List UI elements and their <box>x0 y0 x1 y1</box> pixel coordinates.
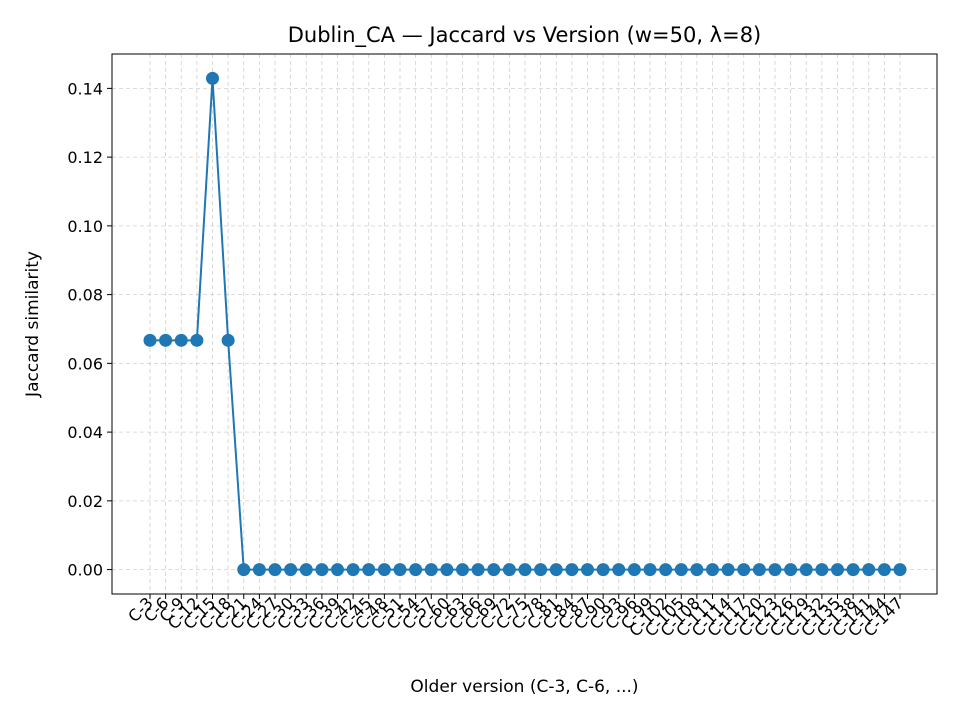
data-point <box>346 563 360 577</box>
data-point <box>893 563 907 577</box>
data-point <box>174 333 188 347</box>
y-tick-label: 0.12 <box>67 148 103 167</box>
data-point <box>377 563 391 577</box>
data-point <box>659 563 673 577</box>
data-point <box>362 563 376 577</box>
data-point <box>487 563 501 577</box>
data-point <box>206 71 219 85</box>
y-tick-label: 0.14 <box>67 79 103 98</box>
data-point <box>752 563 766 577</box>
data-point <box>784 563 798 577</box>
data-point <box>706 563 719 577</box>
data-point <box>268 563 282 577</box>
x-axis-label: Older version (C-3, C-6, ...) <box>410 677 638 697</box>
data-point <box>565 563 579 577</box>
data-point <box>549 563 563 577</box>
data-point <box>143 333 157 347</box>
data-point <box>284 563 298 577</box>
data-point <box>471 563 485 577</box>
data-point <box>627 563 641 577</box>
data-point <box>768 563 782 577</box>
data-point <box>299 563 313 577</box>
chart-title: Dublin_CA — Jaccard vs Version (w=50, λ=… <box>288 23 762 48</box>
data-point <box>534 563 548 577</box>
data-point <box>690 563 704 577</box>
data-point <box>315 563 329 577</box>
data-point <box>424 563 438 577</box>
data-point <box>518 563 532 577</box>
y-axis-label: Jaccard similarity <box>23 251 43 398</box>
data-point <box>159 333 173 347</box>
series-layer <box>143 71 907 577</box>
data-point <box>737 563 751 577</box>
data-point <box>221 333 235 347</box>
data-point <box>393 563 407 577</box>
data-point <box>846 563 860 577</box>
data-point <box>815 563 829 577</box>
data-point <box>502 563 516 577</box>
y-tick-label: 0.10 <box>67 217 103 236</box>
data-point <box>612 563 626 577</box>
y-tick-label: 0.00 <box>67 561 103 580</box>
y-tick-label: 0.04 <box>67 423 103 442</box>
data-point <box>252 563 266 577</box>
data-point <box>799 563 813 577</box>
data-point <box>581 563 594 577</box>
data-point <box>440 563 454 577</box>
data-point <box>721 563 735 577</box>
y-tick-label: 0.06 <box>67 354 103 373</box>
data-point <box>331 563 344 577</box>
data-point <box>831 563 844 577</box>
data-point <box>674 563 688 577</box>
data-point <box>596 563 610 577</box>
data-point <box>456 563 469 577</box>
data-point <box>409 563 423 577</box>
data-point <box>643 563 657 577</box>
data-point <box>190 333 204 347</box>
data-point <box>877 563 891 577</box>
data-point <box>237 563 251 577</box>
data-point <box>862 563 876 577</box>
y-tick-label: 0.02 <box>67 492 103 511</box>
y-tick-label: 0.08 <box>67 286 103 305</box>
